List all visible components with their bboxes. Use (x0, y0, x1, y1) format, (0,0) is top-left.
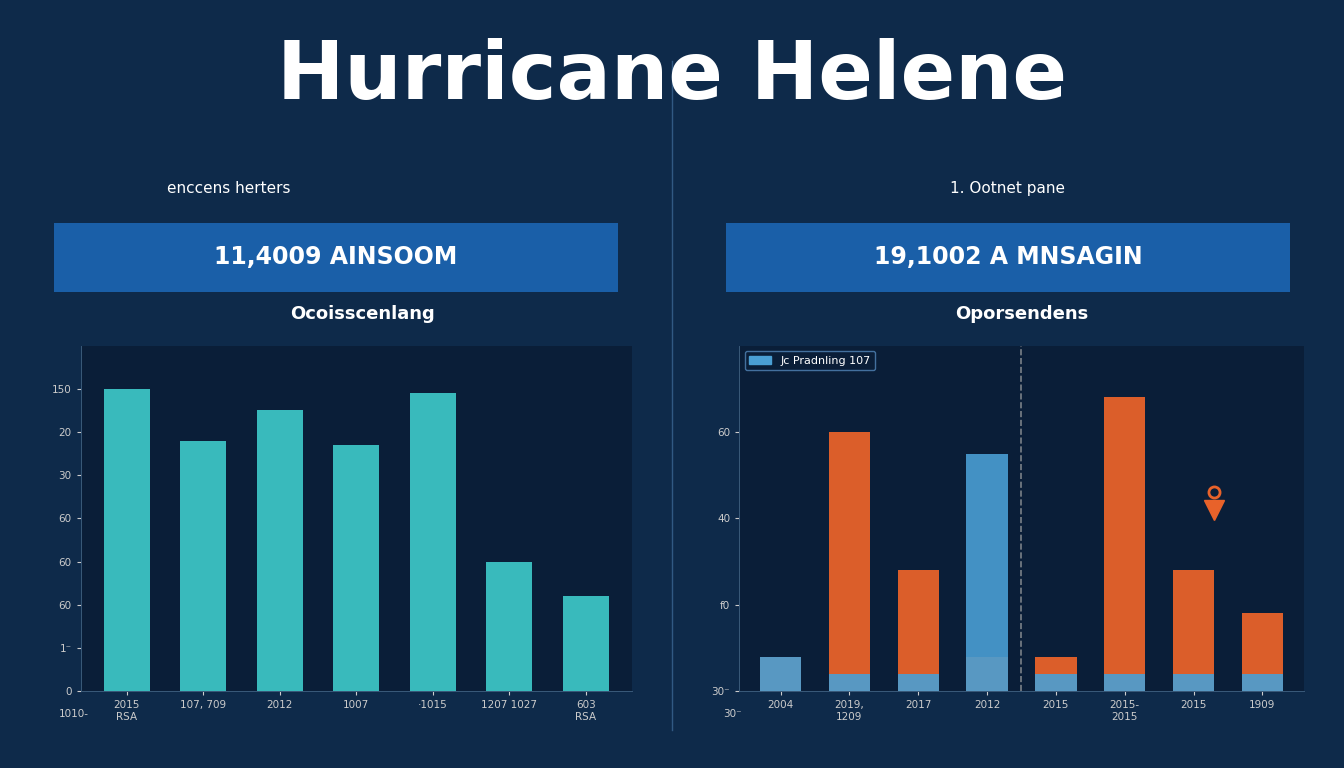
Bar (1242, 674, 1284, 691)
Bar (563, 596, 609, 691)
Text: enccens herters: enccens herters (167, 180, 290, 196)
Bar (1103, 398, 1145, 691)
Bar (180, 441, 226, 691)
Text: 1010-: 1010- (59, 709, 89, 720)
Text: Hurricane Helene: Hurricane Helene (277, 38, 1067, 117)
Bar (829, 674, 870, 691)
Bar (1035, 657, 1077, 691)
Bar (898, 674, 939, 691)
Bar (410, 393, 456, 691)
Bar (1173, 674, 1214, 691)
Bar (103, 389, 149, 691)
Bar (1173, 570, 1214, 691)
Bar (966, 657, 1008, 691)
Bar (1035, 674, 1077, 691)
Text: 11,4009 AINSOOM: 11,4009 AINSOOM (215, 245, 457, 270)
Bar (333, 445, 379, 691)
Bar (966, 454, 1008, 691)
Text: 19,1002 A MNSAGIN: 19,1002 A MNSAGIN (874, 245, 1142, 270)
Bar (1242, 614, 1284, 691)
Bar (829, 432, 870, 691)
Bar (759, 657, 801, 691)
Bar (898, 570, 939, 691)
Text: 1. Ootnet pane: 1. Ootnet pane (950, 180, 1066, 196)
Legend: Jc Pradnling 107: Jc Pradnling 107 (745, 351, 875, 370)
Text: Oporsendens: Oporsendens (954, 305, 1089, 323)
Bar (1103, 674, 1145, 691)
Bar (759, 657, 801, 691)
Bar (257, 410, 302, 691)
Text: Ocoisscenlang: Ocoisscenlang (290, 305, 435, 323)
Text: 30⁻: 30⁻ (723, 709, 742, 720)
Bar (487, 561, 532, 691)
